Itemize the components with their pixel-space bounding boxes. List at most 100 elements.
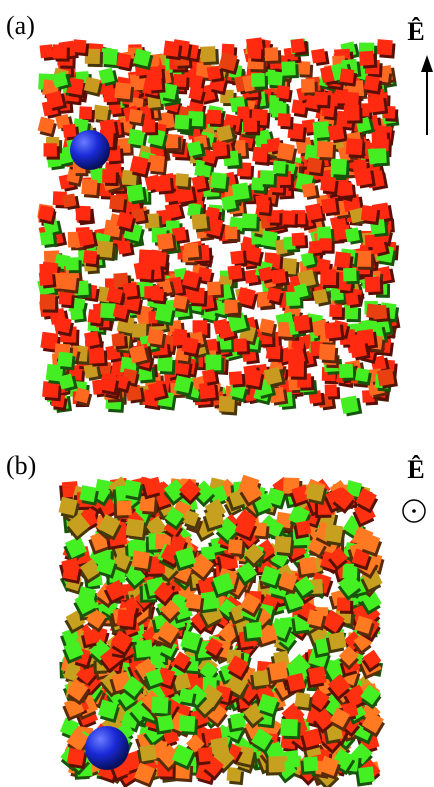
cube-face bbox=[243, 368, 261, 386]
cube-face bbox=[308, 666, 327, 685]
cube-face bbox=[273, 161, 286, 174]
cube-face bbox=[232, 182, 250, 200]
cube-face bbox=[296, 520, 311, 535]
cube-face bbox=[252, 147, 268, 163]
cube-face bbox=[317, 141, 334, 158]
cube bbox=[137, 744, 158, 765]
cube-face bbox=[320, 176, 336, 192]
cube-face bbox=[269, 661, 288, 680]
cube-face bbox=[361, 205, 378, 222]
cube-face bbox=[138, 266, 152, 280]
cube-face bbox=[260, 170, 274, 184]
cube-face bbox=[276, 85, 290, 99]
cube-face bbox=[191, 214, 207, 230]
cube-face bbox=[207, 66, 221, 80]
cube bbox=[296, 557, 317, 578]
cube-face bbox=[251, 73, 265, 87]
cube bbox=[37, 117, 58, 138]
cube-face bbox=[83, 250, 97, 264]
cube-face bbox=[313, 289, 328, 304]
cube-face bbox=[377, 39, 393, 55]
cube-face bbox=[301, 252, 315, 266]
cube-face bbox=[365, 276, 381, 292]
cube-face bbox=[314, 92, 328, 106]
cube-face bbox=[179, 715, 196, 732]
cube-face bbox=[59, 292, 73, 306]
cube-face bbox=[40, 231, 54, 245]
cube-face bbox=[274, 536, 291, 553]
cube bbox=[125, 518, 147, 540]
cube-face bbox=[339, 364, 353, 378]
cube-face bbox=[84, 331, 100, 347]
cube bbox=[55, 317, 75, 337]
cube bbox=[350, 340, 371, 361]
cube bbox=[276, 142, 298, 164]
cube bbox=[99, 375, 120, 396]
cube-face bbox=[109, 195, 124, 210]
cube-face bbox=[340, 396, 358, 414]
cube bbox=[345, 227, 363, 245]
cube-face bbox=[277, 142, 295, 160]
cube-face bbox=[321, 198, 337, 214]
cube-face bbox=[62, 193, 76, 207]
cube-face bbox=[175, 173, 189, 187]
cube-face bbox=[79, 106, 92, 119]
cube-face bbox=[325, 384, 337, 396]
cube-face bbox=[230, 713, 246, 729]
cube bbox=[127, 184, 148, 205]
cube-face bbox=[206, 355, 222, 371]
cube-face bbox=[147, 329, 163, 345]
cube bbox=[367, 95, 388, 116]
cube-face bbox=[324, 322, 341, 339]
figure: (a) (b) Ê Ê bbox=[0, 0, 434, 787]
cube-face bbox=[334, 251, 351, 268]
cube-face bbox=[319, 238, 331, 250]
cube-face bbox=[340, 68, 355, 83]
cube-face bbox=[313, 121, 330, 138]
cube-face bbox=[174, 74, 187, 87]
cube-face bbox=[227, 265, 242, 280]
cube-face bbox=[39, 272, 53, 286]
cube-face bbox=[157, 356, 173, 372]
cube bbox=[181, 337, 202, 358]
cube-face bbox=[311, 49, 326, 64]
cube-face bbox=[343, 268, 357, 282]
cube-face bbox=[354, 168, 372, 186]
cube-face bbox=[88, 348, 104, 364]
cube-face bbox=[181, 337, 198, 354]
cube-face bbox=[344, 105, 360, 121]
cube-face bbox=[237, 106, 250, 119]
cube-face bbox=[242, 213, 257, 228]
cube-face bbox=[173, 295, 188, 310]
cube-face bbox=[345, 92, 359, 106]
cube-face bbox=[117, 240, 131, 254]
cube-face bbox=[57, 352, 72, 367]
cube-face bbox=[305, 203, 322, 220]
cube-face bbox=[157, 233, 174, 250]
cube-face bbox=[151, 288, 164, 301]
cube-face bbox=[63, 124, 77, 138]
cube-face bbox=[88, 309, 102, 323]
cube bbox=[329, 304, 345, 320]
cube-face bbox=[229, 371, 243, 385]
cube-face bbox=[155, 304, 173, 322]
cube-face bbox=[364, 75, 380, 91]
cube-face bbox=[53, 44, 67, 58]
cube-face bbox=[265, 47, 279, 61]
cube-face bbox=[358, 766, 375, 783]
cube-face bbox=[77, 230, 94, 247]
cube-face bbox=[127, 184, 144, 201]
cube-face bbox=[278, 113, 291, 126]
cube-face bbox=[112, 333, 125, 346]
cube-face bbox=[248, 46, 261, 59]
cube-face bbox=[200, 46, 216, 62]
cube-face bbox=[346, 138, 363, 155]
cube-face bbox=[290, 38, 305, 53]
cube-face bbox=[132, 323, 146, 337]
cube bbox=[173, 375, 194, 396]
cube-face bbox=[73, 39, 87, 53]
cube-face bbox=[331, 159, 347, 175]
cube-face bbox=[101, 48, 118, 65]
cube-face bbox=[267, 287, 282, 302]
cube-face bbox=[184, 243, 199, 258]
